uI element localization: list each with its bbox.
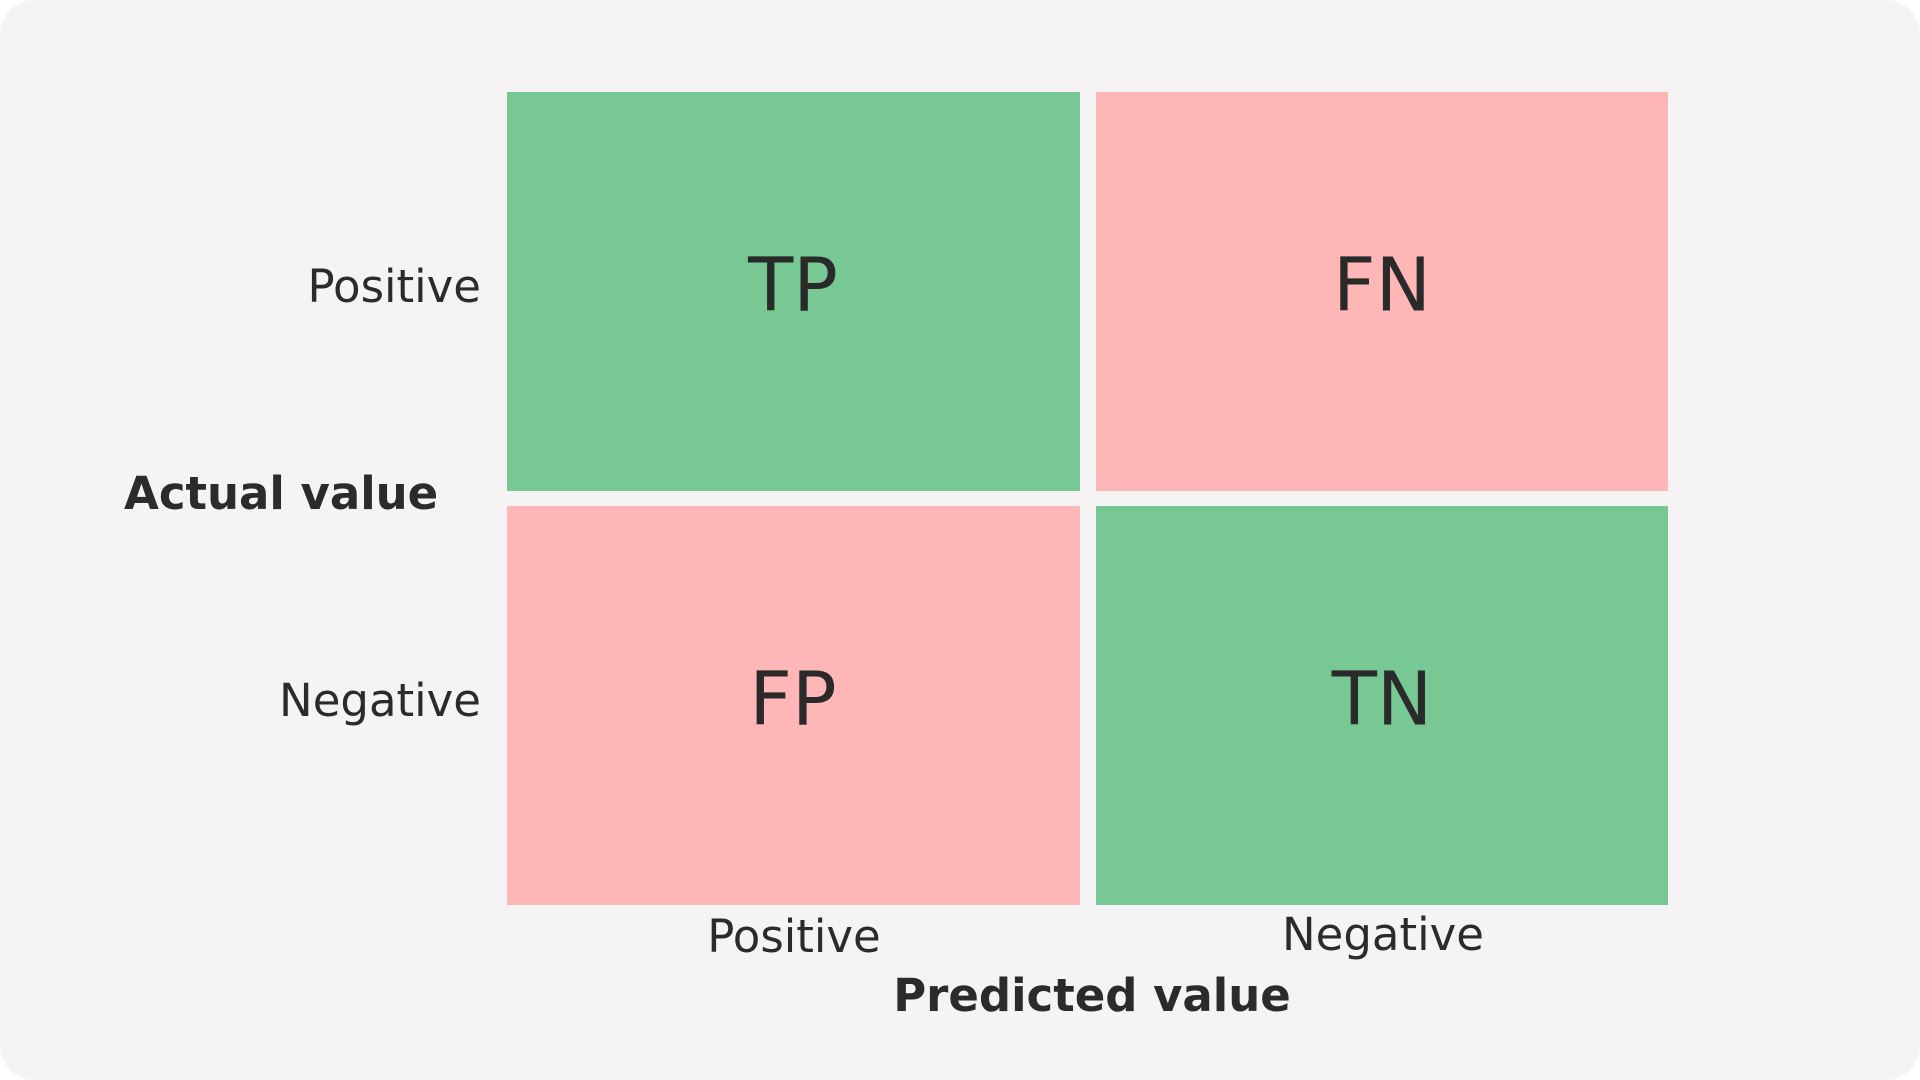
cell-label: TN xyxy=(1331,657,1433,743)
predicted-axis-title: Predicted value xyxy=(893,969,1291,1022)
actual-axis-title: Actual value xyxy=(124,467,438,520)
row-label: Positive xyxy=(308,260,481,313)
cell-label: FN xyxy=(1333,243,1431,329)
cell-fn xyxy=(1096,92,1668,491)
cell-tn xyxy=(1096,506,1668,905)
column-label: Positive xyxy=(707,910,880,963)
cell-label: FP xyxy=(749,657,836,743)
row-label: Negative xyxy=(279,674,481,727)
column-label: Negative xyxy=(1282,908,1484,961)
cell-fp xyxy=(507,506,1080,905)
cell-tp xyxy=(507,92,1080,491)
cell-label: TP xyxy=(747,243,838,329)
